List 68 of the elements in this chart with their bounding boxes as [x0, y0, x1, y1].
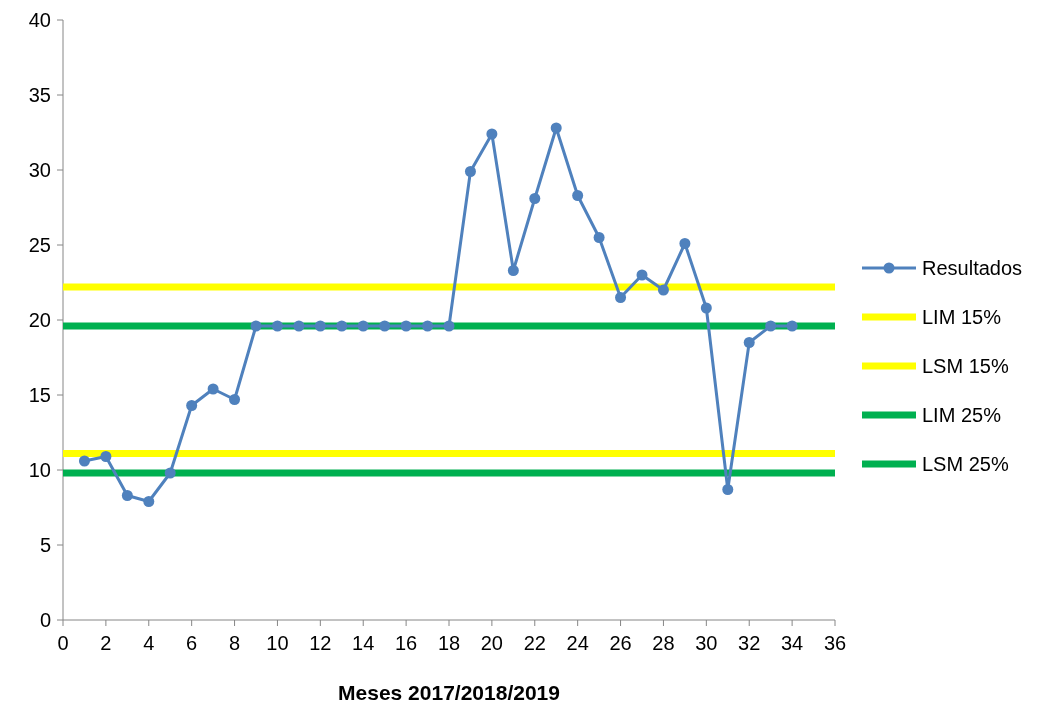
y-tick-label: 25 — [28, 234, 51, 256]
point — [100, 451, 112, 462]
point — [507, 265, 519, 276]
x-tick-label: 34 — [780, 632, 804, 654]
x-tick-label: 30 — [695, 632, 718, 654]
point — [121, 490, 133, 501]
x-tick-label: 32 — [738, 632, 761, 654]
legend-label: LIM 25% — [922, 404, 1002, 426]
x-tick-label: 24 — [566, 632, 589, 654]
x-tick-label: 10 — [266, 632, 289, 654]
point — [314, 320, 326, 332]
x-tick-label: 36 — [823, 632, 847, 654]
legend-label: LSM 25% — [922, 453, 1009, 475]
point — [615, 292, 627, 303]
point — [78, 455, 90, 467]
point — [207, 383, 219, 395]
point — [572, 190, 584, 201]
point — [293, 320, 305, 332]
x-tick-label: 6 — [186, 632, 198, 654]
point — [679, 238, 691, 249]
y-tick-label: 5 — [39, 534, 51, 556]
y-tick-label: 40 — [28, 9, 51, 31]
point — [550, 122, 562, 134]
y-tick-label: 35 — [28, 84, 51, 106]
y-tick-label: 15 — [28, 384, 51, 406]
x-tick-label: 4 — [143, 632, 155, 654]
x-tick-label: 12 — [309, 632, 332, 654]
x-tick-label: 14 — [352, 632, 375, 654]
point — [636, 269, 648, 281]
point — [271, 320, 283, 332]
x-tick-label: 26 — [609, 632, 632, 654]
point — [143, 496, 155, 507]
point — [336, 320, 348, 332]
y-tick-label: 30 — [28, 159, 51, 181]
y-tick-label: 0 — [39, 609, 51, 631]
point — [357, 320, 369, 332]
point — [529, 193, 541, 204]
point — [250, 320, 262, 332]
point — [657, 284, 669, 296]
point — [700, 302, 712, 314]
x-tick-label: 18 — [437, 632, 461, 654]
x-tick-label: 20 — [480, 632, 504, 654]
x-axis-title: Meses 2017/2018/2019 — [338, 681, 560, 704]
point — [443, 320, 455, 332]
x-tick-label: 0 — [57, 632, 69, 654]
point — [486, 128, 498, 140]
point — [743, 337, 755, 348]
point — [786, 320, 798, 332]
y-tick-label: 20 — [28, 309, 51, 331]
point — [379, 320, 391, 332]
point — [164, 467, 176, 479]
x-tick-label: 22 — [523, 632, 546, 654]
point — [229, 394, 241, 405]
point — [186, 400, 198, 411]
point — [422, 320, 434, 332]
point — [593, 232, 605, 243]
y-tick-label: 10 — [28, 459, 51, 481]
legend-label: Resultados — [922, 257, 1023, 279]
legend-label: LIM 15% — [922, 306, 1002, 328]
point — [765, 320, 777, 332]
point — [722, 484, 734, 495]
x-tick-label: 16 — [394, 632, 418, 654]
legend-label: LSM 15% — [922, 355, 1009, 377]
x-tick-label: 8 — [228, 632, 241, 654]
x-tick-label: 2 — [100, 632, 112, 654]
x-tick-label: 28 — [652, 632, 675, 654]
point — [400, 320, 412, 332]
point — [464, 166, 476, 177]
